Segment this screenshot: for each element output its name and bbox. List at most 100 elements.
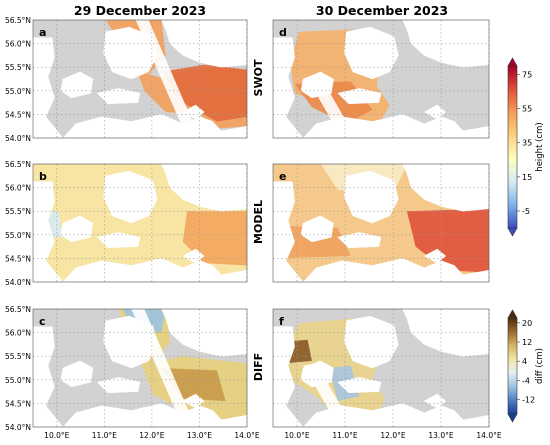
panel-d-land-2 bbox=[344, 26, 399, 80]
longitude-tick-labels: 10.0°E 11.0°E 12.0°E 13.0°E 14.0°E 10.0°E 11.0… bbox=[44, 431, 502, 440]
lat-tick-label: 54.5°N bbox=[5, 399, 31, 408]
panel-f-land-3 bbox=[337, 377, 382, 394]
colorbar-body bbox=[507, 65, 518, 229]
panel-letter-d: d bbox=[279, 26, 287, 39]
panel-b-land-3 bbox=[96, 232, 141, 249]
panel-c-land-3 bbox=[96, 377, 141, 394]
panel-f-diff-30dec: f bbox=[272, 308, 490, 428]
colorbar-tick-label: 15 bbox=[522, 173, 532, 182]
lon-tick-label: 11.0°E bbox=[92, 431, 117, 440]
panel-a-frame bbox=[32, 19, 248, 139]
panel-f-land-2 bbox=[344, 315, 399, 369]
column-title-right: 30 December 2023 bbox=[316, 3, 448, 18]
colorbar-height: 75 55 35 15 -5 height (cm) bbox=[507, 57, 545, 237]
panel-c-swath-gap bbox=[131, 309, 196, 427]
lat-tick-label: 56.5°N bbox=[5, 16, 31, 25]
panel-e-frame bbox=[272, 163, 490, 283]
lat-tick-label: 54.5°N bbox=[5, 254, 31, 263]
panel-d-land-3 bbox=[337, 88, 382, 105]
panel-f-frame bbox=[272, 308, 490, 428]
panel-d-land-6 bbox=[423, 104, 447, 120]
colorbar-tick-label: -12 bbox=[522, 396, 535, 405]
colorbar-body bbox=[507, 317, 518, 415]
colorbar-label: height (cm) bbox=[535, 122, 545, 171]
lat-tick-label: 55.5°N bbox=[5, 63, 31, 72]
panel-f-swath-gap bbox=[303, 363, 343, 411]
colorbar-label: diff (cm) bbox=[535, 348, 545, 384]
lon-tick-label: 11.0°E bbox=[332, 431, 357, 440]
panel-b-land-6 bbox=[182, 248, 205, 264]
panel-c-land-1 bbox=[60, 360, 94, 388]
panel-a-land-1 bbox=[60, 71, 94, 99]
panel-a-land-2 bbox=[103, 26, 158, 80]
lat-tick-label: 54.0°N bbox=[5, 423, 31, 432]
lon-tick-label: 12.0°E bbox=[380, 431, 405, 440]
colorbar-min-extend bbox=[507, 227, 518, 237]
panel-b-land-2 bbox=[103, 170, 158, 224]
panel-letter-c: c bbox=[39, 315, 46, 328]
lat-tick-label: 55.0°N bbox=[5, 376, 31, 385]
lat-tick-label: 55.5°N bbox=[5, 207, 31, 216]
lat-tick-label: 56.5°N bbox=[5, 305, 31, 314]
colorbar-tick-label: 75 bbox=[522, 71, 532, 80]
lat-tick-label: 54.0°N bbox=[5, 278, 31, 287]
colorbar-tick-label: -4 bbox=[522, 376, 530, 385]
lat-tick-label: 56.5°N bbox=[5, 160, 31, 169]
colorbar-tick-label: 4 bbox=[522, 357, 527, 366]
panel-d-swot-30dec: d bbox=[272, 19, 490, 139]
panel-letter-b: b bbox=[39, 170, 47, 183]
panel-a-swot-29dec: a bbox=[32, 19, 248, 139]
lat-tick-label: 56.0°N bbox=[5, 329, 31, 338]
colorbar-tick-label: 12 bbox=[522, 338, 532, 347]
panel-b-frame bbox=[32, 163, 248, 283]
panel-a-land-6 bbox=[182, 104, 205, 120]
colorbar-diff: 20 12 4 -4 -12 diff (cm) bbox=[507, 309, 545, 423]
latitude-tick-labels: 54.0°N 54.5°N 55.0°N 55.5°N 56.0°N 56.5°N 54.0… bbox=[5, 16, 31, 432]
lon-tick-label: 10.0°E bbox=[284, 431, 309, 440]
lat-tick-label: 54.5°N bbox=[5, 110, 31, 119]
panel-letter-a: a bbox=[39, 26, 46, 39]
lon-tick-label: 12.0°E bbox=[139, 431, 164, 440]
colorbar-tick-label: 55 bbox=[522, 105, 532, 114]
panel-e-land-6 bbox=[423, 248, 447, 264]
panel-e-land-3 bbox=[337, 232, 382, 249]
lat-tick-label: 55.5°N bbox=[5, 352, 31, 361]
lat-tick-label: 55.0°N bbox=[5, 231, 31, 240]
lon-tick-label: 14.0°E bbox=[234, 431, 259, 440]
lat-tick-label: 56.0°N bbox=[5, 40, 31, 49]
colorbar-tick-label: 35 bbox=[522, 139, 532, 148]
lat-tick-label: 55.0°N bbox=[5, 87, 31, 96]
panel-letter-e: e bbox=[279, 170, 286, 183]
panel-a-field-1 bbox=[161, 64, 247, 122]
panel-e-land-2 bbox=[344, 170, 399, 224]
colorbar-max-extend bbox=[507, 57, 518, 67]
lon-tick-label: 14.0°E bbox=[476, 431, 501, 440]
colorbar-min-extend bbox=[507, 413, 518, 423]
colorbar-tick-label: -5 bbox=[522, 207, 530, 216]
panel-a-land-3 bbox=[96, 88, 141, 105]
colorbar-tick-label: 20 bbox=[522, 319, 532, 328]
row-label-model: MODEL bbox=[252, 200, 265, 244]
panel-e-model-30dec: e bbox=[272, 163, 490, 283]
panel-e-field-1 bbox=[406, 208, 489, 273]
panel-c-frame bbox=[32, 308, 248, 428]
panel-d-swath-gap bbox=[307, 76, 347, 124]
panel-c-land-6 bbox=[182, 393, 205, 409]
panel-d-frame bbox=[272, 19, 490, 139]
panel-f-land-6 bbox=[423, 393, 447, 409]
panel-c-diff-29dec: c bbox=[32, 308, 248, 428]
row-label-diff: DIFF bbox=[252, 353, 265, 381]
lat-tick-label: 54.0°N bbox=[5, 134, 31, 143]
panel-c-field-2 bbox=[161, 368, 226, 401]
panel-letter-f: f bbox=[279, 315, 284, 328]
panel-b-model-29dec: b bbox=[32, 163, 248, 283]
lon-tick-label: 13.0°E bbox=[428, 431, 453, 440]
lat-tick-label: 56.0°N bbox=[5, 184, 31, 193]
panel-b-land-1 bbox=[60, 215, 94, 243]
colorbar-max-extend bbox=[507, 309, 518, 319]
column-title-left: 29 December 2023 bbox=[74, 3, 206, 18]
row-label-swot: SWOT bbox=[252, 59, 265, 96]
lon-tick-label: 10.0°E bbox=[44, 431, 69, 440]
lon-tick-label: 13.0°E bbox=[187, 431, 212, 440]
